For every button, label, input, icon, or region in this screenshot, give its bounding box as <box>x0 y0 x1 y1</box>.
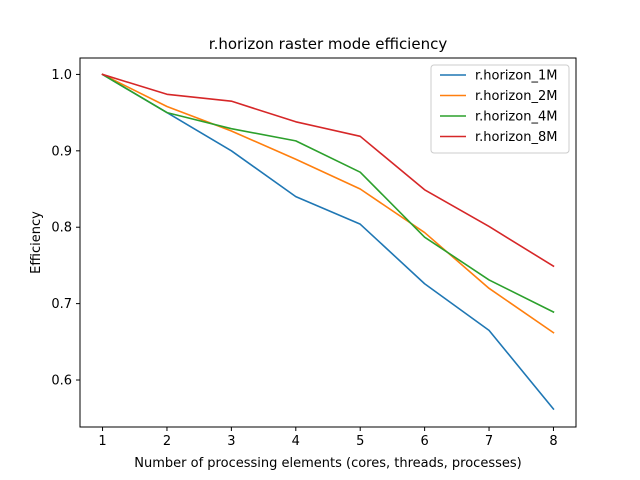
y-tick-label: 1.0 <box>51 68 72 83</box>
y-tick-label: 0.7 <box>51 297 72 312</box>
x-tick-label: 3 <box>227 434 235 449</box>
y-axis-label: Efficiency <box>29 211 44 274</box>
legend: r.horizon_1M r.horizon_2M r.horizon_4M r.ho… <box>430 64 570 154</box>
y-tick-label: 0.9 <box>51 144 72 159</box>
x-tick-label: 4 <box>292 434 300 449</box>
legend-label: r.horizon_8M <box>475 130 557 145</box>
x-tick-label: 2 <box>163 434 171 449</box>
x-axis-label: Number of processing elements (cores, th… <box>134 456 521 471</box>
x-tick-label: 5 <box>356 434 364 449</box>
y-tick-label: 0.6 <box>51 374 72 389</box>
y-axis-ticks: 0.6 0.7 0.8 0.9 1.0 <box>51 68 80 389</box>
x-axis-ticks: 1 2 3 4 5 6 7 8 <box>98 427 558 449</box>
plot-frame <box>79 57 577 428</box>
x-tick-label: 6 <box>420 434 428 449</box>
series-line-r-horizon-1m <box>101 73 555 411</box>
series-line-r-horizon-2m <box>101 73 555 334</box>
y-tick-label: 0.8 <box>51 221 72 236</box>
legend-frame <box>430 64 570 154</box>
series-line-r-horizon-4m <box>101 73 555 314</box>
series-line-r-horizon-8m <box>101 73 555 268</box>
legend-label: r.horizon_4M <box>475 110 557 125</box>
legend-label: r.horizon_2M <box>475 89 557 104</box>
chart-title: r.horizon raster mode efficiency <box>209 35 448 53</box>
legend-label: r.horizon_1M <box>475 69 557 84</box>
x-tick-label: 7 <box>485 434 493 449</box>
x-tick-label: 8 <box>549 434 557 449</box>
x-tick-label: 1 <box>98 434 106 449</box>
series-layer <box>101 73 555 411</box>
